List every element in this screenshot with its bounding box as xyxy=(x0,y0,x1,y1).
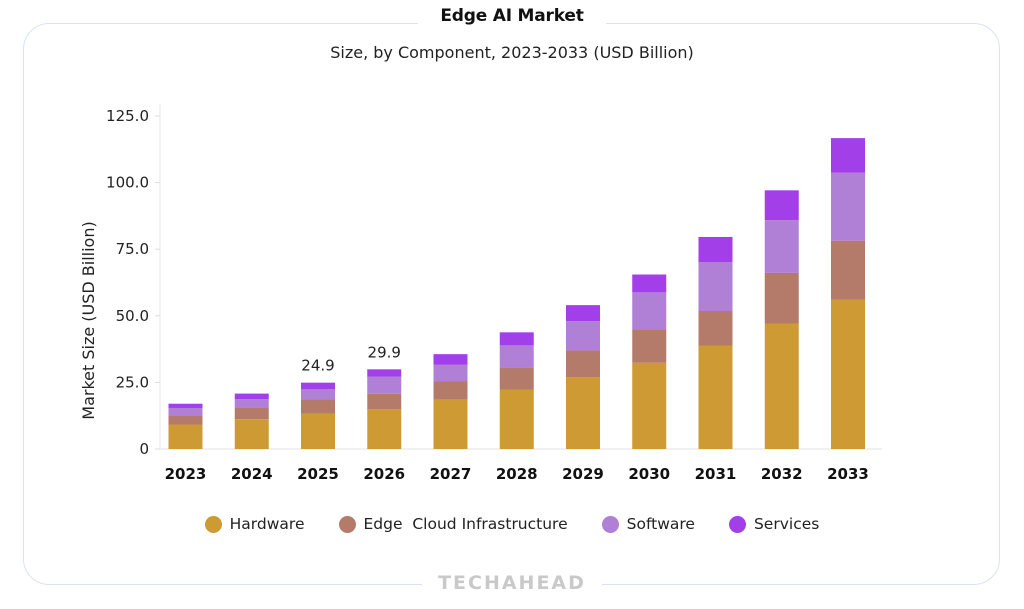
bar-segment xyxy=(764,272,799,324)
bar-segment xyxy=(367,376,402,394)
bar-segment xyxy=(234,407,269,420)
legend-item: Hardware xyxy=(204,515,305,533)
bar-segment xyxy=(168,403,203,408)
bar-segment xyxy=(698,345,733,449)
bar-segment xyxy=(632,362,667,449)
bar-segment xyxy=(632,292,667,330)
bar-segment xyxy=(566,321,600,351)
legend-swatch xyxy=(728,515,746,533)
x-tick-label: 2030 xyxy=(628,465,670,483)
bar-segment xyxy=(499,332,534,346)
chart-title: Edge AI Market xyxy=(418,6,606,26)
x-tick-label: 2033 xyxy=(827,465,869,483)
x-tick-label: 2032 xyxy=(761,465,803,483)
legend: Hardware Edge Cloud Infrastructure Softwar… xyxy=(0,515,1024,533)
legend-swatch xyxy=(338,515,356,533)
bar-segment xyxy=(367,393,402,410)
brand-logo: TECHAHEAD xyxy=(422,572,602,594)
legend-label: Hardware xyxy=(229,515,305,533)
legend-swatch xyxy=(601,515,619,533)
bar-segment xyxy=(566,305,600,322)
legend-item: Edge Cloud Infrastructure xyxy=(338,515,568,533)
labels: 2023 2024 2025 2026 2027 2028 2029 2030 2031 2032… xyxy=(165,343,869,483)
x-tick-label: 2026 xyxy=(363,465,405,483)
y-tick-label: 25.0 xyxy=(116,373,149,391)
x-tick-label: 2029 xyxy=(562,465,604,483)
bar-segment xyxy=(433,381,468,400)
legend-label: Services xyxy=(753,515,820,533)
bar-segment xyxy=(168,407,203,416)
bar-segment xyxy=(433,354,468,365)
data-label: 29.9 xyxy=(368,343,401,361)
bar-segment xyxy=(433,364,468,382)
axes: 0 25.0 50.0 75.0 100.0 125.0 Market Size (USD … xyxy=(79,104,882,458)
bar-segment xyxy=(566,377,600,449)
bar-segment xyxy=(301,413,335,449)
bar-segment xyxy=(168,424,203,449)
x-tick-label: 2023 xyxy=(165,465,207,483)
bar-segment xyxy=(698,236,733,262)
legend-label: Software xyxy=(626,515,695,533)
y-tick-label: 75.0 xyxy=(116,240,149,258)
bar-segment xyxy=(301,389,335,400)
y-tick-label: 50.0 xyxy=(116,307,149,325)
bar-segment xyxy=(831,138,865,173)
x-tick-label: 2025 xyxy=(297,465,339,483)
y-tick-label: 125.0 xyxy=(106,107,149,125)
bar-segment xyxy=(234,393,269,400)
bar-segment xyxy=(764,220,799,273)
bar-segment xyxy=(433,399,468,449)
bar-segment xyxy=(168,415,203,425)
bar-segment xyxy=(632,274,667,293)
bar-segment xyxy=(367,409,402,449)
bar-segment xyxy=(499,389,534,449)
bar-segment xyxy=(831,299,865,449)
x-tick-label: 2028 xyxy=(496,465,538,483)
bar-segment xyxy=(764,190,799,221)
data-label: 24.9 xyxy=(301,357,334,375)
bar-segment xyxy=(698,311,733,346)
bars xyxy=(168,138,865,449)
bar-segment xyxy=(499,345,534,368)
y-axis-title: Market Size (USD Billion) xyxy=(79,221,98,419)
chart-subtitle: Size, by Component, 2023-2033 (USD Billi… xyxy=(330,43,694,62)
footer-wrap: TECHAHEAD xyxy=(0,572,1024,594)
bar-segment xyxy=(831,240,865,300)
x-tick-label: 2031 xyxy=(695,465,737,483)
bar-segment xyxy=(367,369,402,377)
bar-segment xyxy=(632,329,667,363)
legend-item: Software xyxy=(601,515,695,533)
legend-item: Services xyxy=(728,515,820,533)
x-tick-label: 2024 xyxy=(231,465,273,483)
bar-segment xyxy=(234,419,269,449)
bar-segment xyxy=(499,367,534,390)
x-tick-label: 2027 xyxy=(430,465,472,483)
y-tick-label: 100.0 xyxy=(106,174,149,192)
legend-label: Edge Cloud Infrastructure xyxy=(363,515,568,533)
bar-segment xyxy=(566,350,600,378)
bar-segment xyxy=(234,399,269,408)
y-tick-label: 0 xyxy=(139,440,149,458)
bar-segment xyxy=(301,382,335,390)
title-wrap: Edge AI Market xyxy=(0,6,1024,26)
legend-swatch xyxy=(204,515,222,533)
bar-segment xyxy=(301,399,335,414)
bar-segment xyxy=(698,261,733,312)
bar-segment xyxy=(831,172,865,241)
bar-segment xyxy=(764,323,799,449)
